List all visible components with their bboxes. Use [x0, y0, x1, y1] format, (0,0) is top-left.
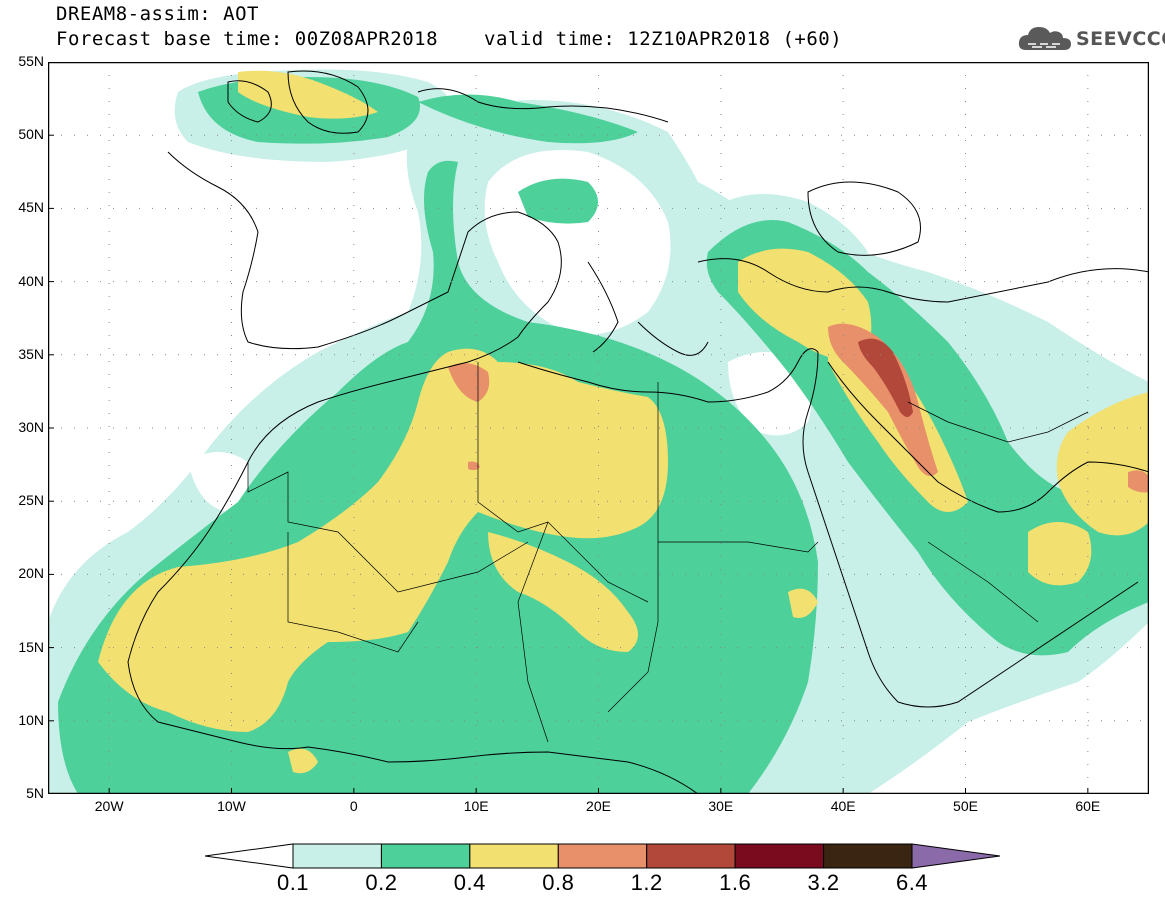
lon-tick-label: 40E [830, 798, 856, 814]
lat-tick-label: 50N [18, 126, 44, 143]
colorbar-label: 0.8 [542, 870, 575, 895]
lon-tick-label: 20E [586, 798, 611, 814]
base-time-label: Forecast base time: 00Z08APR2018 [56, 28, 439, 50]
colorbar-label: 0.2 [365, 870, 398, 895]
aot-field-0-8 [448, 323, 1149, 493]
colorbar-label: 1.2 [630, 870, 663, 895]
colorbar-swatch [823, 843, 913, 869]
lat-tick-label: 5N [26, 785, 44, 801]
lon-tick-label: 10W [217, 798, 246, 814]
lon-tick-label: 20W [94, 798, 124, 814]
lat-tick-label: 25N [18, 492, 44, 509]
lat-tick-label: 35N [18, 345, 44, 362]
colorbar-label: 0.4 [453, 870, 486, 895]
lat-tick-label: 20N [18, 565, 44, 582]
logo-text: SEEVCCC [1076, 28, 1165, 50]
colorbar-swatch [469, 843, 559, 869]
colorbar-label: 3.2 [807, 870, 840, 895]
country-borders [247, 362, 1089, 743]
axis-ticks [48, 62, 1089, 794]
colorbar-swatch [557, 843, 648, 869]
colorbar-swatch [646, 843, 736, 869]
lon-tick-label: 60E [1075, 798, 1101, 814]
colorbar-swatch [380, 843, 471, 869]
colorbar-swatch [734, 843, 825, 869]
colorbar [205, 843, 1000, 869]
lon-tick-label: 0 [349, 798, 358, 814]
lat-tick-label: 30N [18, 419, 44, 435]
lon-tick-label: 30E [708, 798, 734, 814]
lat-tick-label: 10N [18, 711, 44, 728]
lat-tick-label: 15N [18, 638, 44, 655]
model-title: DREAM8-assim: AOT [56, 3, 259, 25]
cloud-logo-icon [1018, 27, 1071, 50]
valid-time-label: valid time: 12Z10APR2018 (+60) [484, 28, 843, 50]
lon-tick-label: 50E [953, 798, 978, 814]
logo: SEEVCCC [1016, 22, 1165, 58]
lat-tick-label: 40N [18, 272, 44, 289]
colorbar-swatch [292, 843, 382, 869]
colorbar-label: 0.1 [276, 870, 310, 895]
colorbar-low-triangle [205, 843, 294, 869]
coastlines [127, 70, 1149, 794]
colorbar-label: 6.4 [895, 870, 929, 895]
lat-tick-label: 55N [18, 53, 44, 69]
lat-tick-label: 45N [18, 199, 44, 216]
map-panel [48, 62, 1149, 794]
aot-field-1-2 [858, 338, 913, 417]
colorbar-high-triangle [911, 843, 1000, 869]
colorbar-label: 1.6 [719, 870, 752, 895]
lon-tick-label: 10E [463, 798, 489, 814]
